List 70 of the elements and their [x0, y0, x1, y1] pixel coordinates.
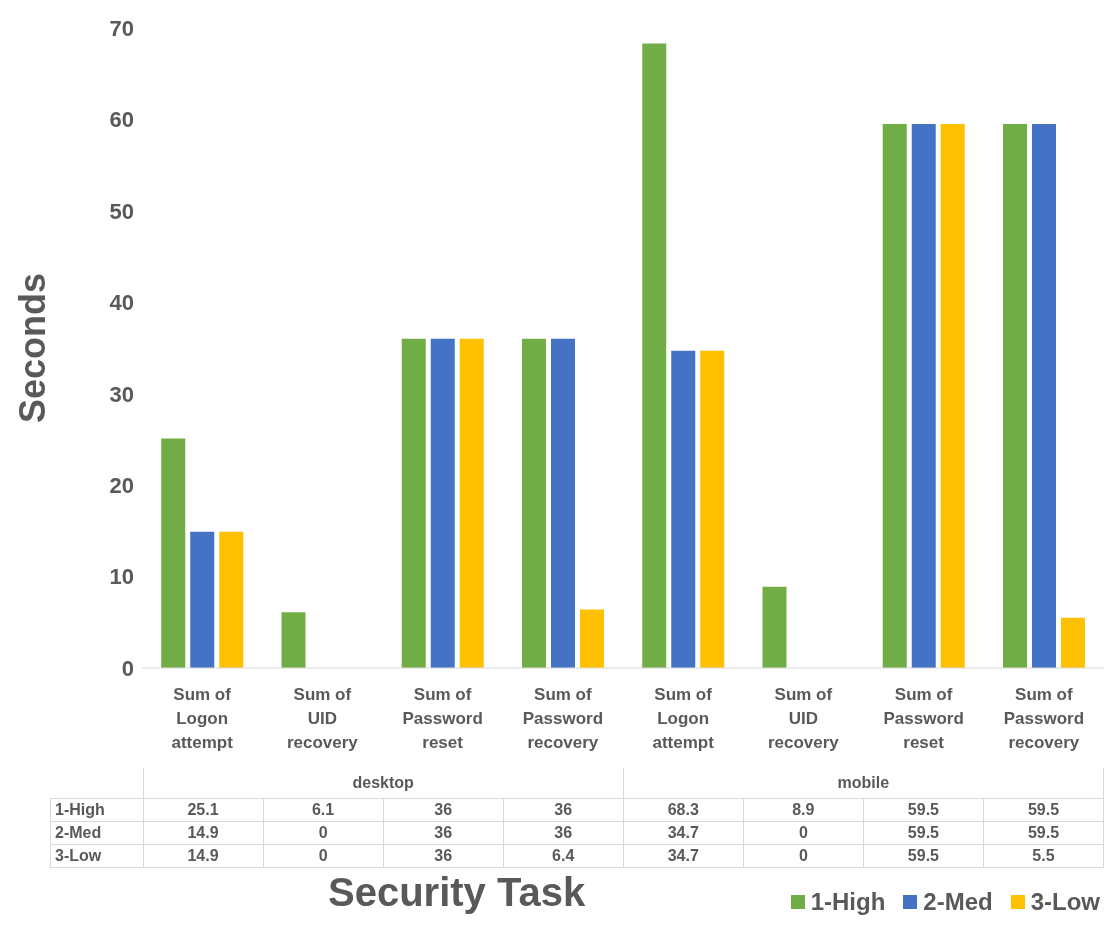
bar [762, 586, 787, 668]
x-tick-label: Sum of UID recovery [767, 685, 840, 752]
x-tick-label: Sum of UID recovery [286, 685, 359, 752]
x-tick-label: Sum of Password reset [402, 685, 483, 752]
data-label: 8.9 [743, 798, 864, 822]
bar [459, 338, 484, 668]
x-tick-label: Sum of Password reset [883, 685, 964, 752]
data-label: 0 [743, 844, 864, 868]
bar [882, 124, 907, 668]
x-tick-label: Sum of Password recovery [522, 685, 604, 752]
legend-label: 1-High [810, 888, 886, 916]
bar [1060, 617, 1085, 668]
bar [401, 338, 426, 668]
bar [700, 350, 725, 668]
bar [671, 350, 696, 668]
text: 3-Low [55, 847, 102, 864]
y-axis-title: Seconds [11, 272, 53, 424]
y-tick-label: 20 [109, 472, 134, 498]
x-axis-title: Security Task [328, 870, 586, 915]
data-label: 14.9 [143, 821, 264, 845]
y-tick-label: 10 [109, 564, 134, 590]
data-label: 14.9 [143, 844, 264, 868]
legend-label: 3-Low [1030, 888, 1100, 916]
bar [550, 338, 575, 668]
data-label: 5.5 [983, 844, 1104, 868]
bar [430, 338, 455, 668]
data-label: 34.7 [623, 821, 744, 845]
data-label: 68.3 [623, 798, 744, 822]
y-tick-label: 50 [109, 198, 134, 224]
y-tick-label: 30 [109, 381, 134, 407]
bar [161, 438, 186, 668]
bar [281, 612, 306, 668]
bar [1002, 124, 1027, 668]
text: 1-High [55, 801, 105, 818]
data-label: 59.5 [863, 844, 984, 868]
data-label: 59.5 [863, 798, 984, 822]
bar [521, 338, 546, 668]
x-tick-label: Sum of Logon attempt [171, 685, 234, 752]
text: desktop [143, 768, 624, 799]
bar [1031, 124, 1056, 668]
text: 2-Med [55, 824, 102, 841]
data-label: 36 [383, 821, 504, 845]
text: mobile [623, 768, 1104, 799]
data-label: 34.7 [623, 844, 744, 868]
data-label: 36 [383, 844, 504, 868]
bar [579, 609, 604, 668]
legend-label: 2-Med [923, 888, 993, 916]
bar [190, 531, 215, 668]
data-label: 0 [263, 821, 384, 845]
data-label: 59.5 [863, 821, 984, 845]
bar [642, 43, 667, 668]
x-tick-label: Sum of Logon attempt [652, 685, 715, 752]
data-label: 36 [503, 798, 624, 822]
data-label: 36 [503, 821, 624, 845]
bar [219, 531, 244, 668]
data-label: 59.5 [983, 821, 1104, 845]
data-label: 6.4 [503, 844, 624, 868]
y-tick-label: 70 [109, 15, 134, 41]
data-label: 0 [263, 844, 384, 868]
data-label: 59.5 [983, 798, 1104, 822]
data-label: 6.1 [263, 798, 384, 822]
data-label: 25.1 [143, 798, 264, 822]
x-tick-label: Sum of Password recovery [1003, 685, 1085, 752]
y-tick-label: 40 [109, 290, 134, 316]
data-label: 36 [383, 798, 504, 822]
data-label: 0 [743, 821, 864, 845]
y-tick-label: 0 [121, 655, 134, 681]
bar [911, 124, 936, 668]
bar [940, 124, 965, 668]
y-tick-label: 60 [109, 107, 134, 133]
